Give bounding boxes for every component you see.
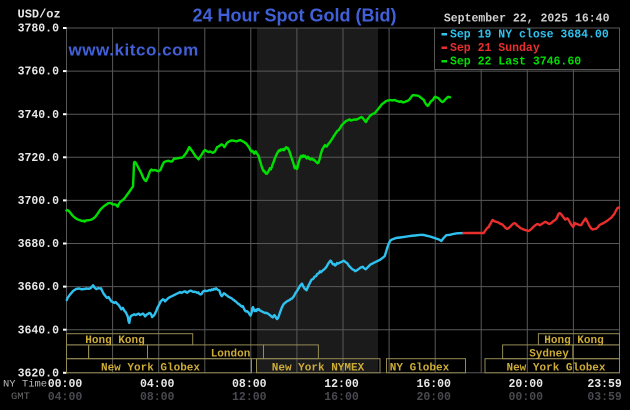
svg-text:www.kitco.com: www.kitco.com bbox=[68, 41, 199, 60]
svg-text:3740.0: 3740.0 bbox=[18, 109, 60, 122]
svg-text:3760.0: 3760.0 bbox=[18, 66, 60, 79]
svg-text:New York NYMEX: New York NYMEX bbox=[272, 362, 365, 374]
svg-text:NY Time: NY Time bbox=[3, 379, 47, 391]
svg-text:Sep 21 Sunday: Sep 21 Sunday bbox=[450, 42, 540, 55]
svg-text:New York Globex: New York Globex bbox=[101, 362, 200, 374]
svg-text:London: London bbox=[211, 349, 251, 361]
svg-text:23:59: 23:59 bbox=[587, 378, 622, 391]
svg-text:03:59: 03:59 bbox=[587, 391, 622, 404]
svg-text:04:00: 04:00 bbox=[48, 391, 83, 404]
svg-text:Sydney: Sydney bbox=[529, 349, 569, 361]
svg-text:Hong Kong: Hong Kong bbox=[544, 335, 603, 347]
svg-text:USD/oz: USD/oz bbox=[18, 8, 61, 22]
svg-text:16:00: 16:00 bbox=[416, 378, 451, 391]
svg-text:GMT: GMT bbox=[11, 391, 30, 403]
svg-text:Hong Kong: Hong Kong bbox=[85, 335, 144, 347]
svg-text:3780.0: 3780.0 bbox=[18, 23, 60, 36]
svg-text:New York Globex: New York Globex bbox=[506, 362, 605, 374]
svg-text:3700.0: 3700.0 bbox=[18, 195, 60, 208]
svg-text:04:00: 04:00 bbox=[140, 378, 175, 391]
svg-text:3660.0: 3660.0 bbox=[18, 281, 60, 294]
svg-text:12:00: 12:00 bbox=[324, 378, 359, 391]
svg-text:08:00: 08:00 bbox=[232, 378, 267, 391]
svg-text:20:00: 20:00 bbox=[509, 378, 544, 391]
svg-text:September 22, 2025 16:40: September 22, 2025 16:40 bbox=[444, 13, 610, 26]
svg-text:3620.0: 3620.0 bbox=[18, 367, 60, 380]
svg-text:3640.0: 3640.0 bbox=[18, 324, 60, 337]
svg-text:00:00: 00:00 bbox=[509, 391, 544, 404]
svg-text:12:00: 12:00 bbox=[232, 391, 267, 404]
svg-text:08:00: 08:00 bbox=[140, 391, 175, 404]
svg-text:Sep 22 Last 3746.60: Sep 22 Last 3746.60 bbox=[450, 56, 581, 69]
svg-text:00:00: 00:00 bbox=[48, 378, 83, 391]
svg-text:16:00: 16:00 bbox=[324, 391, 359, 404]
svg-text:20:00: 20:00 bbox=[416, 391, 451, 404]
svg-text:NY Globex: NY Globex bbox=[390, 362, 450, 374]
svg-text:3720.0: 3720.0 bbox=[18, 152, 60, 165]
svg-text:Sep 19 NY close 3684.00: Sep 19 NY close 3684.00 bbox=[450, 29, 609, 42]
svg-text:3680.0: 3680.0 bbox=[18, 238, 60, 251]
svg-text:24 Hour Spot Gold (Bid): 24 Hour Spot Gold (Bid) bbox=[193, 6, 397, 26]
